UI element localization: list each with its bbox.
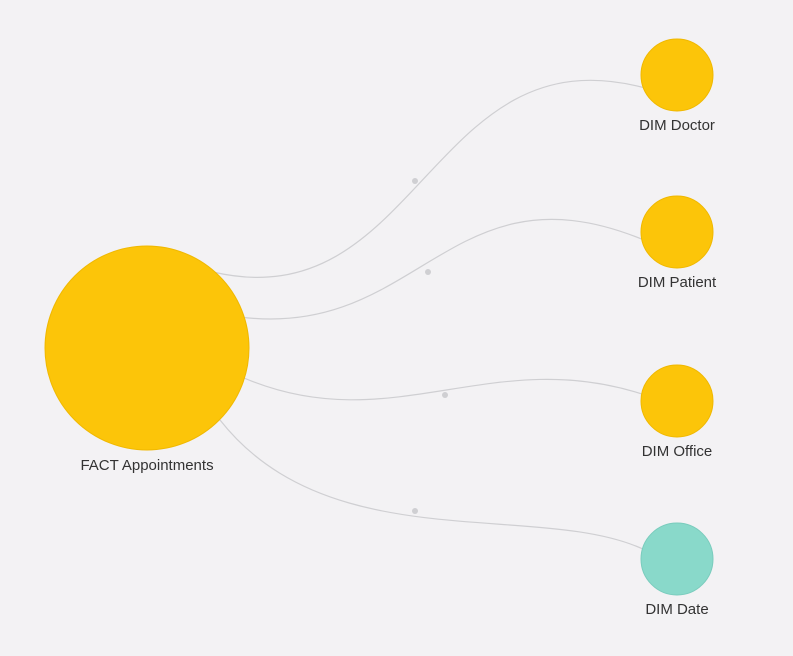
node-label-fact: FACT Appointments [80,457,213,474]
node-circle-doctor[interactable] [641,39,713,111]
node-label-patient: DIM Patient [638,274,717,291]
node-label-office: DIM Office [642,443,713,460]
node-office[interactable]: DIM Office [641,365,713,460]
node-circle-office[interactable] [641,365,713,437]
edge-arrow-fact-office [442,392,448,398]
edge-arrow-fact-patient [425,269,431,275]
edge-fact-date [220,420,645,550]
edge-arrow-fact-doctor [412,178,418,184]
edge-fact-doctor [213,80,645,277]
node-circle-date[interactable] [641,523,713,595]
node-label-date: DIM Date [645,601,708,618]
edge-fact-patient [240,219,644,319]
node-date[interactable]: DIM Date [641,523,713,618]
node-fact[interactable]: FACT Appointments [45,246,249,474]
node-patient[interactable]: DIM Patient [638,196,717,291]
node-circle-fact[interactable] [45,246,249,450]
node-circle-patient[interactable] [641,196,713,268]
node-label-doctor: DIM Doctor [639,117,715,134]
edge-arrow-fact-date [412,508,418,514]
node-doctor[interactable]: DIM Doctor [639,39,715,134]
network-diagram: FACT Appointments DIM Doctor DIM Patient DI… [0,0,793,656]
